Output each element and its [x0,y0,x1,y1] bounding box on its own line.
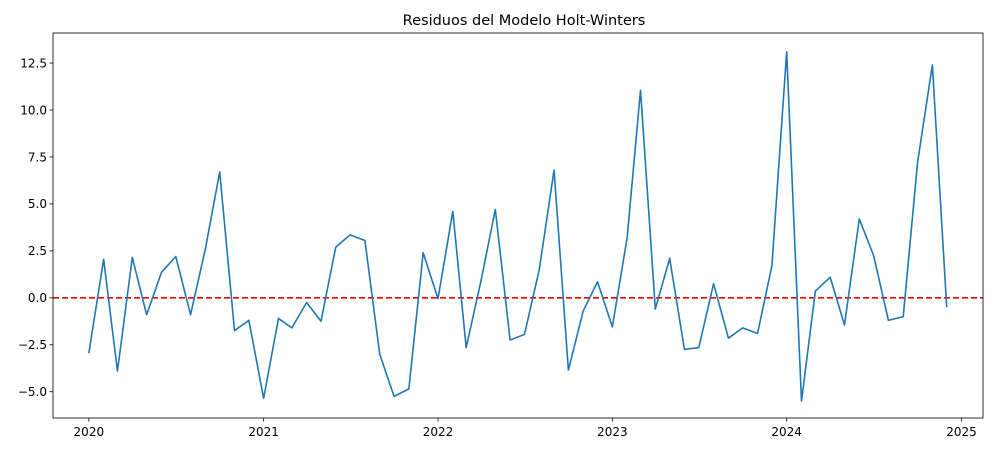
residuals-series-line [88,50,948,402]
data-point [698,347,700,349]
data-point [205,248,207,250]
data-point [917,162,919,164]
data-point [946,306,948,308]
data-point [771,265,773,267]
data-point [263,397,265,399]
data-point [553,169,555,171]
data-point [335,246,337,248]
data-point [437,298,439,300]
data-point [379,353,381,355]
data-point [509,339,511,341]
data-point [728,337,730,339]
data-point [640,89,642,91]
x-tick-label: 2022 [423,425,454,439]
data-point [684,349,686,351]
y-tick-label: 0.0 [28,291,47,305]
data-point [278,318,280,320]
x-tick-label: 2025 [946,425,977,439]
data-point [161,272,163,274]
data-point [131,257,133,259]
y-tick-label: 10.0 [20,103,47,117]
axes-frame [52,32,984,419]
data-point [103,259,105,261]
data-point [190,314,192,316]
data-point [349,234,351,236]
data-point [538,269,540,271]
data-point [320,320,322,322]
data-point [801,400,803,402]
data-point [393,396,395,398]
y-tick-label: 5.0 [28,197,47,211]
data-point [582,310,584,312]
y-tick-label: 7.5 [28,150,47,164]
data-point [146,314,148,316]
plot-area: −5.0 −2.5 0.0 2.5 5.0 7.5 10.0 12.5 2020 2021 2022… [18,32,984,439]
data-point [306,302,308,304]
data-point [480,280,482,282]
data-point [117,370,119,372]
y-tick-label: 12.5 [20,56,47,70]
data-point [452,211,454,213]
chart-title: Residuos del Modelo Holt-Winters [403,13,646,29]
data-point [786,51,788,53]
x-tick-label: 2021 [248,425,279,439]
data-point [597,281,599,283]
data-point [422,252,424,254]
data-point [626,237,628,239]
data-point [655,308,657,310]
data-point [495,209,497,211]
data-point [858,218,860,220]
x-tick-label: 2024 [771,425,802,439]
data-point [291,327,293,329]
data-point [873,255,875,257]
data-point [88,352,90,354]
data-point [219,171,221,173]
data-point [888,320,890,322]
x-tick-label: 2023 [597,425,628,439]
data-point [364,240,366,242]
data-point [757,333,759,335]
data-point [248,320,250,322]
data-point [612,326,614,328]
y-tick-label: −5.0 [18,385,47,399]
data-point [742,327,744,329]
data-point [669,258,671,260]
data-point [815,290,817,292]
data-point [524,334,526,336]
data-point [844,324,846,326]
data-point [902,316,904,318]
data-point [234,330,236,332]
data-point [568,369,570,371]
data-point [408,388,410,390]
data-point [829,276,831,278]
data-point [713,283,715,285]
data-point [175,256,177,258]
data-point [465,347,467,349]
y-tick-label: −2.5 [18,338,47,352]
y-tick-label: 2.5 [28,244,47,258]
x-tick-label: 2020 [74,425,105,439]
data-point [932,64,934,66]
